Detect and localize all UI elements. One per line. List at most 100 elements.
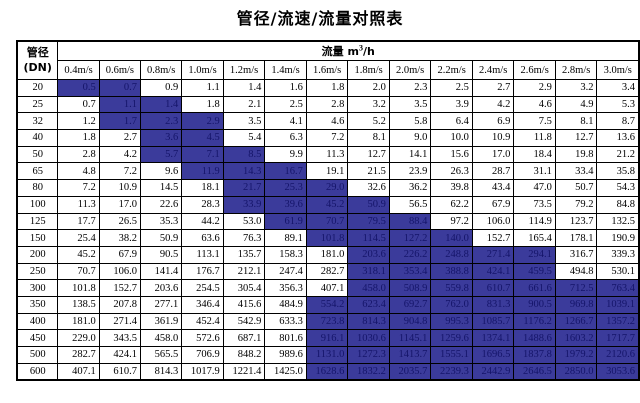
flow-cell: 181.0 [305,245,349,264]
table-row-dn-500: 500 282.7 424.1 565.5 706.9 848.2 989.6 1131.0 1… [16,346,640,364]
flow-cell: 1.8 [181,95,224,114]
flow-cell: 554.2 [305,295,349,314]
flow-cell: 8.1 [347,129,390,147]
flow-cell: 2.5 [430,79,473,97]
pipe-diameter-header: 管径 (DN) [16,40,59,80]
flow-cell: 39.8 [430,179,473,197]
flow-cell: 1145.1 [388,329,432,347]
flow-cell: 247.4 [264,262,307,281]
flow-cell: 61.9 [264,212,307,231]
flow-cell: 203.6 [347,245,390,264]
flow-cell: 53.0 [222,212,266,231]
flow-cell: 67.9 [98,245,142,264]
flow-cell: 35.3 [139,212,183,231]
flow-cell: 113.1 [181,245,224,264]
flow-cell: 45.2 [57,245,100,264]
flow-cell: 45.2 [305,195,349,214]
flow-cell: 19.8 [554,145,598,164]
flow-cell: 4.2 [98,145,142,164]
table-row-dn-600: 600 407.1 610.7 814.3 1017.9 1221.4 1425.0 1628… [16,362,640,381]
flow-cell: 1413.7 [388,346,432,364]
dn-cell: 300 [16,279,59,297]
velocity-header-2.0m/s: 2.0m/s [388,60,432,80]
flow-cell: 106.0 [98,262,142,281]
dn-cell: 500 [16,346,59,364]
flow-cell: 1176.2 [513,312,556,331]
flow-cell: 248.8 [430,245,473,264]
flow-cell: 661.6 [513,279,556,297]
flow-cell: 12.7 [347,145,390,164]
flow-cell: 6.4 [430,112,473,131]
flow-cell: 17.0 [98,195,142,214]
flow-cell: 18.1 [181,179,224,197]
flow-cell: 1.1 [181,79,224,97]
flow-cell: 56.5 [388,195,432,214]
flow-cell: 33.9 [222,195,266,214]
flow-cell: 4.6 [513,95,556,114]
flow-cell: 8.1 [554,112,598,131]
flow-cell: 346.4 [181,295,224,314]
dn-cell: 40 [16,129,59,147]
flow-cell: 1.8 [57,129,100,147]
flow-cell: 5.7 [139,145,183,164]
flow-cell: 3053.6 [596,362,640,381]
flow-cell: 23.9 [388,162,432,181]
flow-cell: 995.3 [430,312,473,331]
flow-cell: 1.6 [264,79,307,97]
flow-cell: 212.1 [222,262,266,281]
velocity-header-2.6m/s: 2.6m/s [513,60,556,80]
flow-cell: 361.9 [139,312,183,331]
dn-cell: 450 [16,329,59,347]
flow-cell: 692.7 [388,295,432,314]
flow-cell: 1425.0 [264,362,307,381]
flow-cell: 10.9 [98,179,142,197]
flow-cell: 84.8 [596,195,640,214]
flow-cell: 4.6 [305,112,349,131]
flow-cell: 424.1 [98,346,142,364]
flow-cell: 305.4 [222,279,266,297]
flow-cell: 904.8 [388,312,432,331]
flow-cell: 6.3 [264,129,307,147]
flow-cell: 14.5 [139,179,183,197]
flow-cell: 14.3 [222,162,266,181]
table-row-dn-100: 100 11.3 17.0 22.6 28.3 33.9 39.6 45.2 50.9 56.5 6… [16,195,640,214]
dn-cell: 600 [16,362,59,381]
table-row-dn-200: 200 45.2 67.9 90.5 113.1 135.7 158.3 181.0 203.6… [16,245,640,264]
flow-cell: 44.2 [181,212,224,231]
flow-cell: 36.2 [388,179,432,197]
flow-cell: 458.0 [347,279,390,297]
flow-cell: 318.1 [347,262,390,281]
flow-cell: 18.4 [513,145,556,164]
flow-cell: 424.1 [471,262,515,281]
table-row-dn-350: 350 138.5 207.8 277.1 346.4 415.6 484.9 554.2 62… [16,295,640,314]
flow-cell: 14.1 [388,145,432,164]
flow-cell: 152.7 [98,279,142,297]
flow-cell: 762.0 [430,295,473,314]
dn-cell: 350 [16,295,59,314]
flow-cell: 484.9 [264,295,307,314]
flow-cell: 969.8 [554,295,598,314]
flow-cell: 5.4 [222,129,266,147]
flow-cell: 178.1 [554,229,598,247]
flow-unit-header: 流量 m3/h [57,40,640,61]
flow-cell: 101.8 [57,279,100,297]
flow-cell: 4.2 [471,95,515,114]
flow-cell: 565.5 [139,346,183,364]
flow-cell: 2239.3 [430,362,473,381]
flow-cell: 50.9 [139,229,183,247]
flow-cell: 1374.1 [471,329,515,347]
table-row-dn-20: 20 0.5 0.7 0.9 1.1 1.4 1.6 1.8 2.0 2.3 2.5 2.7 2.9 3.… [16,79,640,97]
flow-cell: 90.5 [139,245,183,264]
dn-cell: 400 [16,312,59,331]
flow-cell: 508.9 [388,279,432,297]
flow-cell: 11.8 [513,129,556,147]
flow-cell: 1357.2 [596,312,640,331]
velocity-header-2.8m/s: 2.8m/s [554,60,598,80]
flow-cell: 106.0 [471,212,515,231]
flow-cell: 831.3 [471,295,515,314]
flow-cell: 2.7 [98,129,142,147]
flow-cell: 4.9 [554,95,598,114]
flow-cell: 2120.6 [596,346,640,364]
flow-cell: 123.7 [554,212,598,231]
flow-cell: 158.3 [264,245,307,264]
